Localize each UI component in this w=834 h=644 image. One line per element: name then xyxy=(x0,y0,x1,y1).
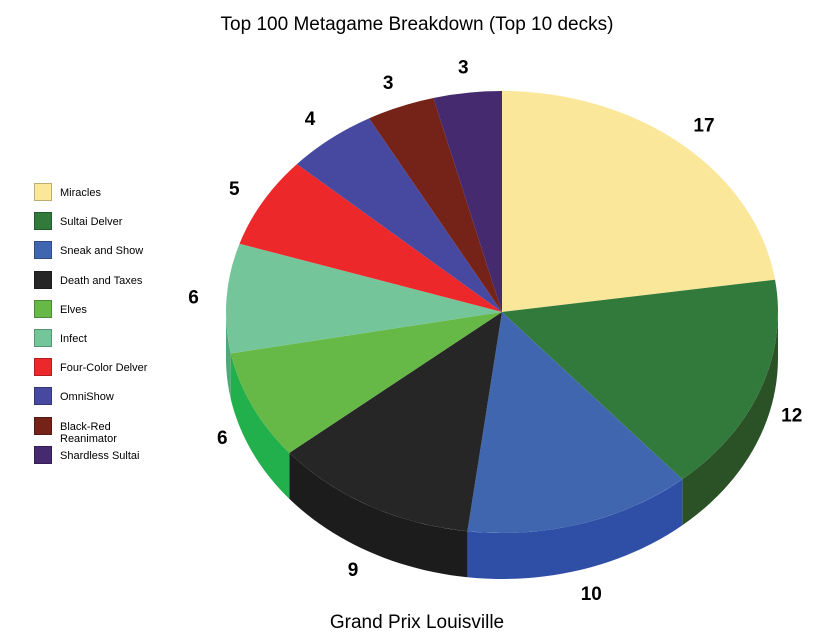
pie-slice xyxy=(502,91,776,312)
legend-label: OmniShow xyxy=(60,391,114,404)
slice-value-label: 17 xyxy=(693,116,714,137)
pie-side xyxy=(230,353,290,499)
legend-item: Death and Taxes xyxy=(34,270,194,300)
pie-slices xyxy=(226,91,779,534)
pie-slice xyxy=(502,279,779,480)
legend-label: Sneak and Show xyxy=(60,245,144,258)
pie-slice xyxy=(296,118,502,312)
pie-side xyxy=(467,479,683,579)
legend-swatch xyxy=(34,270,52,289)
slice-value-label: 9 xyxy=(348,560,359,581)
slice-value-label: 6 xyxy=(217,428,228,449)
pie-side xyxy=(226,312,231,400)
chart-subtitle: Grand Prix Louisville xyxy=(329,612,505,633)
legend-item: Miracles xyxy=(34,183,194,212)
pie-side xyxy=(289,452,468,578)
legend-swatch xyxy=(34,183,52,201)
legend-swatch xyxy=(34,212,52,231)
slice-value-label: 3 xyxy=(458,57,469,78)
slice-value-label: 12 xyxy=(781,405,802,426)
legend-label: Shardless Sultai xyxy=(60,449,140,462)
legend-item: Sneak and Show xyxy=(34,241,194,270)
legend-label: Infect xyxy=(60,332,87,345)
slice-value-label: 10 xyxy=(581,584,602,605)
legend-swatch xyxy=(34,299,52,318)
legend-label: Sultai Delver xyxy=(60,216,123,229)
pie-slice xyxy=(433,91,502,312)
pie-slice xyxy=(230,312,502,453)
legend-item: Elves xyxy=(34,299,194,329)
slice-value-label: 5 xyxy=(229,179,240,200)
legend: Miracles Sultai Delver Sneak and Show Death… xyxy=(34,183,194,475)
slice-value-label: 3 xyxy=(383,73,394,94)
legend-swatch xyxy=(34,445,52,464)
pie-sides xyxy=(226,312,778,579)
slice-value-label: 6 xyxy=(188,288,199,309)
slice-value-label: 4 xyxy=(305,109,316,130)
legend-label: Miracles xyxy=(60,187,101,199)
pie-slice xyxy=(289,312,502,532)
legend-label: Black-Red Reanimator xyxy=(60,420,117,445)
legend-swatch xyxy=(34,241,52,260)
legend-label: Elves xyxy=(60,303,87,316)
pie-slice xyxy=(369,97,502,312)
legend-swatch xyxy=(34,416,52,435)
legend-item: Four-Color Delver xyxy=(34,358,194,387)
legend-item: Infect xyxy=(34,328,194,358)
legend-item: OmniShow xyxy=(34,387,194,416)
legend-item: Shardless Sultai xyxy=(34,445,194,475)
chart-title: Top 100 Metagame Breakdown (Top 10 decks… xyxy=(220,14,614,35)
pie-side xyxy=(682,312,778,526)
legend-label: Death and Taxes xyxy=(60,274,143,287)
legend-label: Four-Color Delver xyxy=(60,362,148,375)
legend-swatch xyxy=(34,328,52,347)
pie-slice xyxy=(226,243,502,354)
legend-swatch xyxy=(34,387,52,406)
legend-item: Sultai Delver xyxy=(34,212,194,241)
pie-slice xyxy=(467,312,683,534)
pie-value-labels: 17 12 10 9 6 6 5 4 3 3 xyxy=(188,57,802,605)
pie-slice xyxy=(239,164,502,312)
legend-swatch xyxy=(34,358,52,377)
legend-item: Black-Red Reanimator xyxy=(34,416,194,446)
